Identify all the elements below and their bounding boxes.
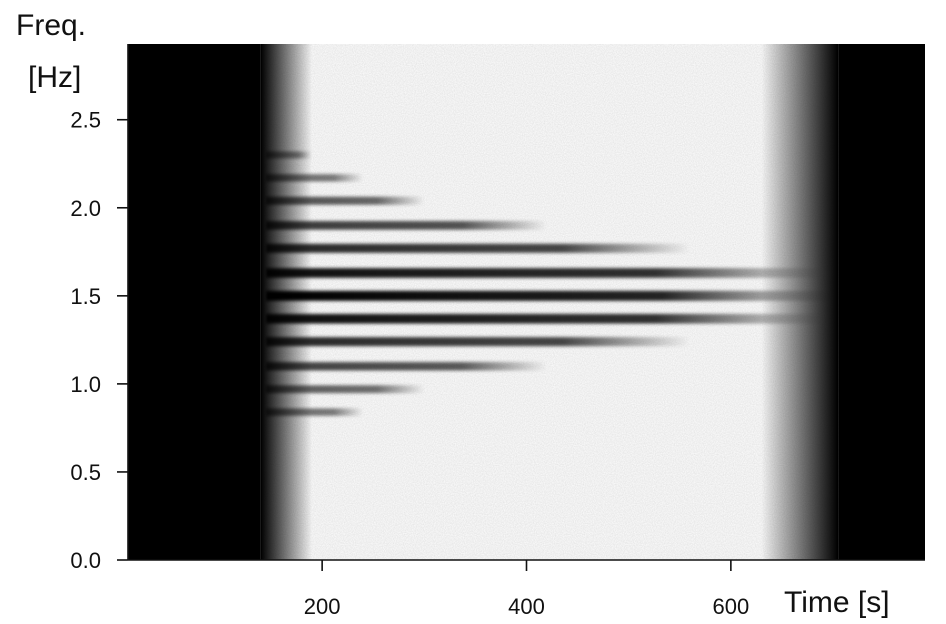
y-tick-label: 0.5 — [70, 460, 101, 485]
x-tick-label: 200 — [304, 594, 341, 619]
y-tick-label: 0.0 — [70, 548, 101, 573]
x-axis-title: Time [s] — [784, 586, 890, 619]
speckle-noise — [128, 44, 925, 560]
x-tick-label: 400 — [508, 594, 545, 619]
plot-area — [128, 44, 925, 560]
x-ticks: 200 400 600 — [304, 560, 749, 619]
y-ticks: 0.0 0.5 1.0 1.5 2.0 2.5 — [70, 108, 128, 573]
y-tick-label: 2.5 — [70, 108, 101, 133]
y-axis-title-line2: [Hz] — [28, 61, 81, 94]
y-axis-title-line1: Freq. — [16, 9, 86, 42]
axes: 0.0 0.5 1.0 1.5 2.0 2.5 200 400 600 — [70, 44, 925, 619]
x-tick-label: 600 — [712, 594, 749, 619]
y-tick-label: 1.5 — [70, 284, 101, 309]
y-tick-label: 1.0 — [70, 372, 101, 397]
y-tick-label: 2.0 — [70, 196, 101, 221]
